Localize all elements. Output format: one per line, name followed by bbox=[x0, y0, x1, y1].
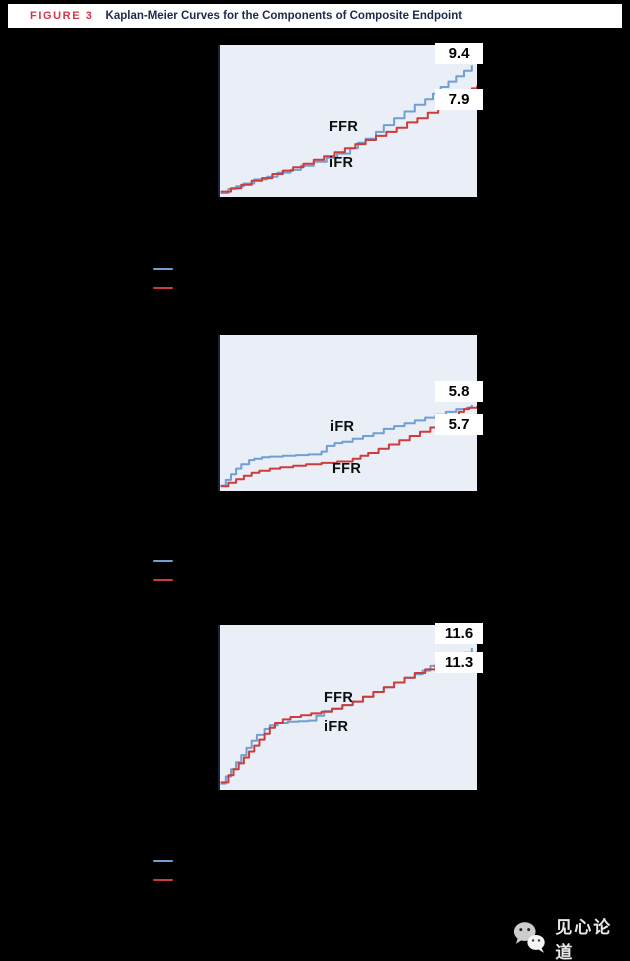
ifr-curve-label: iFR bbox=[324, 719, 349, 735]
km-panel-1 bbox=[218, 45, 477, 197]
figure-number-label: FIGURE 3 bbox=[30, 10, 94, 22]
km-panel-2 bbox=[218, 335, 477, 491]
ffr-curve-label: FFR bbox=[324, 690, 354, 706]
watermark-text: 见心论道 bbox=[555, 918, 613, 961]
legend-line-ffr bbox=[153, 579, 173, 581]
endpoint-value-chip: 11.6 bbox=[435, 623, 483, 644]
legend-line-ifr bbox=[153, 268, 173, 270]
ffr-curve-label: FFR bbox=[329, 119, 359, 135]
endpoint-value-chip: 5.8 bbox=[435, 381, 483, 402]
legend-line-ffr bbox=[153, 287, 173, 289]
ffr-curve bbox=[220, 651, 477, 784]
legend-line-ifr bbox=[153, 560, 173, 562]
ifr-curve-label: iFR bbox=[329, 155, 354, 171]
figure-header: FIGURE 3 Kaplan-Meier Curves for the Com… bbox=[8, 4, 622, 28]
endpoint-value-chip: 7.9 bbox=[435, 89, 483, 110]
ffr-curve-label: FFR bbox=[332, 461, 362, 477]
endpoint-value-chip: 5.7 bbox=[435, 414, 483, 435]
ifr-curve bbox=[220, 404, 473, 487]
legend-line-ifr bbox=[153, 860, 173, 862]
km-panel-3 bbox=[218, 625, 477, 790]
wechat-icon bbox=[513, 922, 545, 953]
ifr-curve-label: iFR bbox=[330, 419, 355, 435]
watermark: 见心论道 bbox=[510, 913, 630, 961]
figure-title: Kaplan-Meier Curves for the Components o… bbox=[105, 10, 463, 22]
endpoint-value-chip: 9.4 bbox=[435, 43, 483, 64]
legend-line-ffr bbox=[153, 879, 173, 881]
km-curves-svg-3 bbox=[218, 625, 477, 790]
endpoint-value-chip: 11.3 bbox=[435, 652, 483, 673]
